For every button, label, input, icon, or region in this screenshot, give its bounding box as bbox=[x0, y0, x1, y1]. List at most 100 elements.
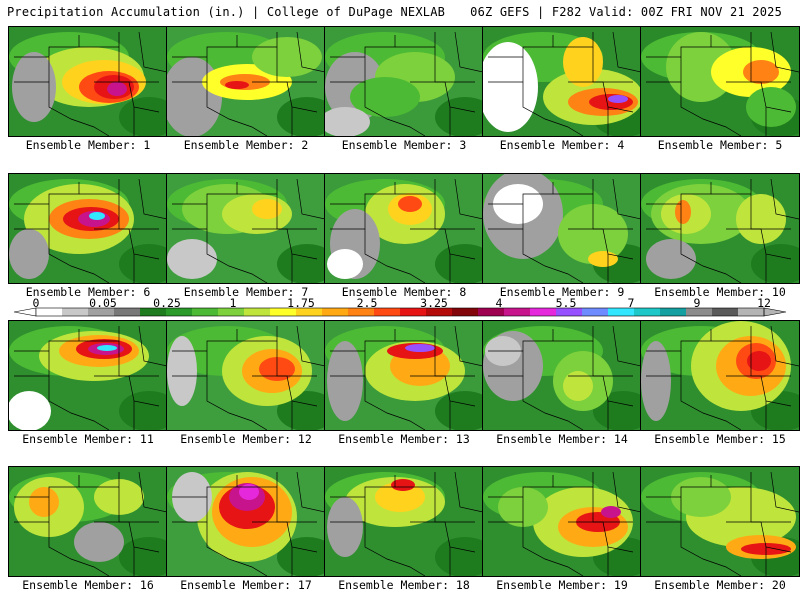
precip-map bbox=[324, 173, 484, 284]
colorbar-swatch bbox=[88, 308, 115, 316]
precip-contour bbox=[350, 77, 420, 117]
colorbar-swatch bbox=[114, 308, 141, 316]
ensemble-member-label: Ensemble Member: 9 bbox=[499, 285, 625, 299]
ensemble-member-panel: Ensemble Member: 8 bbox=[324, 173, 484, 313]
ensemble-member-panel: Ensemble Member: 12 bbox=[166, 320, 326, 460]
ensemble-member-panel: Ensemble Member: 7 bbox=[166, 173, 326, 313]
precip-contour bbox=[119, 97, 167, 136]
precip-contour bbox=[483, 42, 538, 132]
state-boundaries bbox=[14, 31, 167, 136]
precip-contour bbox=[119, 244, 167, 283]
state-boundaries bbox=[646, 471, 799, 576]
state-boundaries bbox=[172, 471, 325, 576]
precip-contour bbox=[9, 229, 49, 279]
ensemble-member-label: Ensemble Member: 11 bbox=[22, 432, 154, 446]
boundary-line bbox=[296, 471, 325, 513]
ensemble-member-panel: Ensemble Member: 4 bbox=[482, 26, 642, 166]
legend-tick-label: 5.5 bbox=[555, 296, 577, 310]
boundary-line bbox=[454, 325, 483, 367]
boundary-line bbox=[410, 228, 476, 260]
precip-contour bbox=[391, 479, 415, 491]
ensemble-member-panel: Ensemble Member: 13 bbox=[324, 320, 484, 460]
precip-map-graphic bbox=[9, 321, 167, 430]
state-boundaries bbox=[646, 178, 799, 283]
precip-map bbox=[166, 466, 326, 577]
colorbar-swatch bbox=[218, 308, 245, 316]
boundary-line bbox=[172, 182, 238, 230]
precip-map-graphic bbox=[325, 467, 483, 576]
precip-contour bbox=[563, 371, 593, 401]
colorbar-swatch bbox=[426, 308, 453, 316]
boundary-line bbox=[522, 82, 584, 136]
boundary-line bbox=[364, 522, 426, 576]
boundary-line bbox=[48, 82, 110, 136]
boundary-line bbox=[364, 376, 426, 430]
precip-map bbox=[8, 466, 168, 577]
precip-contour bbox=[119, 537, 167, 576]
map-title: Precipitation Accumulation (in.) | Colle… bbox=[7, 5, 446, 19]
precip-map-graphic bbox=[167, 321, 325, 430]
colorbar-swatch bbox=[452, 308, 479, 316]
precip-contour bbox=[119, 391, 167, 430]
boundary-line bbox=[48, 522, 110, 576]
legend-tick-label: 0.05 bbox=[89, 296, 117, 310]
ensemble-member-panel: Ensemble Member: 3 bbox=[324, 26, 484, 166]
colorbar-swatch bbox=[140, 308, 167, 316]
boundary-line bbox=[612, 471, 641, 513]
boundary-line bbox=[206, 376, 268, 430]
state-boundaries bbox=[646, 325, 799, 430]
boundary-line bbox=[252, 521, 318, 553]
boundary-line bbox=[488, 35, 554, 83]
ensemble-member-panel: Ensemble Member: 10 bbox=[640, 173, 800, 313]
colorbar-swatch bbox=[478, 308, 505, 316]
ensemble-member-panel: Ensemble Member: 20 bbox=[640, 466, 800, 606]
precip-contour bbox=[588, 251, 618, 267]
precip-map-graphic bbox=[483, 174, 641, 283]
precip-map bbox=[8, 26, 168, 137]
boundary-line bbox=[726, 81, 792, 113]
precip-contour bbox=[167, 336, 197, 406]
boundary-line bbox=[568, 375, 634, 407]
boundary-line bbox=[488, 475, 554, 523]
boundary-line bbox=[680, 229, 742, 283]
boundary-line bbox=[680, 376, 742, 430]
legend-tick-label: 0.25 bbox=[153, 296, 181, 310]
boundary-line bbox=[522, 229, 584, 283]
boundary-line bbox=[14, 475, 80, 523]
colorbar-swatch bbox=[530, 308, 557, 316]
precip-map bbox=[482, 173, 642, 284]
precip-map bbox=[482, 320, 642, 431]
boundary-line bbox=[330, 182, 396, 230]
ensemble-member-label: Ensemble Member: 6 bbox=[25, 285, 151, 299]
precip-contour bbox=[736, 194, 786, 244]
precip-map-graphic bbox=[325, 174, 483, 283]
precip-map bbox=[324, 26, 484, 137]
colorbar-swatch bbox=[660, 308, 687, 316]
legend-tick-label: 1 bbox=[229, 296, 237, 310]
boundary-line bbox=[330, 35, 396, 83]
precip-map-graphic bbox=[483, 467, 641, 576]
precip-contour bbox=[327, 497, 363, 557]
precip-map bbox=[482, 466, 642, 577]
precip-contour bbox=[277, 537, 325, 576]
boundary-line bbox=[568, 81, 634, 113]
precip-map-graphic bbox=[167, 27, 325, 136]
boundary-line bbox=[172, 475, 238, 523]
ensemble-member-label: Ensemble Member: 14 bbox=[496, 432, 628, 446]
ensemble-member-panel: Ensemble Member: 11 bbox=[8, 320, 168, 460]
precip-map-graphic bbox=[9, 27, 167, 136]
boundary-line bbox=[770, 471, 799, 513]
precip-contour bbox=[167, 239, 217, 279]
precip-contour bbox=[563, 37, 603, 87]
precip-contour bbox=[675, 200, 691, 224]
ensemble-member-label: Ensemble Member: 16 bbox=[22, 578, 154, 592]
boundary-line bbox=[252, 375, 318, 407]
colorbar-swatch bbox=[62, 308, 89, 316]
boundary-line bbox=[646, 35, 712, 83]
boundary-line bbox=[94, 375, 160, 407]
ensemble-member-panel: Ensemble Member: 15 bbox=[640, 320, 800, 460]
precip-map-graphic bbox=[641, 27, 799, 136]
precip-contour bbox=[277, 97, 325, 136]
precip-contour bbox=[252, 37, 322, 77]
ensemble-member-label: Ensemble Member: 17 bbox=[180, 578, 312, 592]
